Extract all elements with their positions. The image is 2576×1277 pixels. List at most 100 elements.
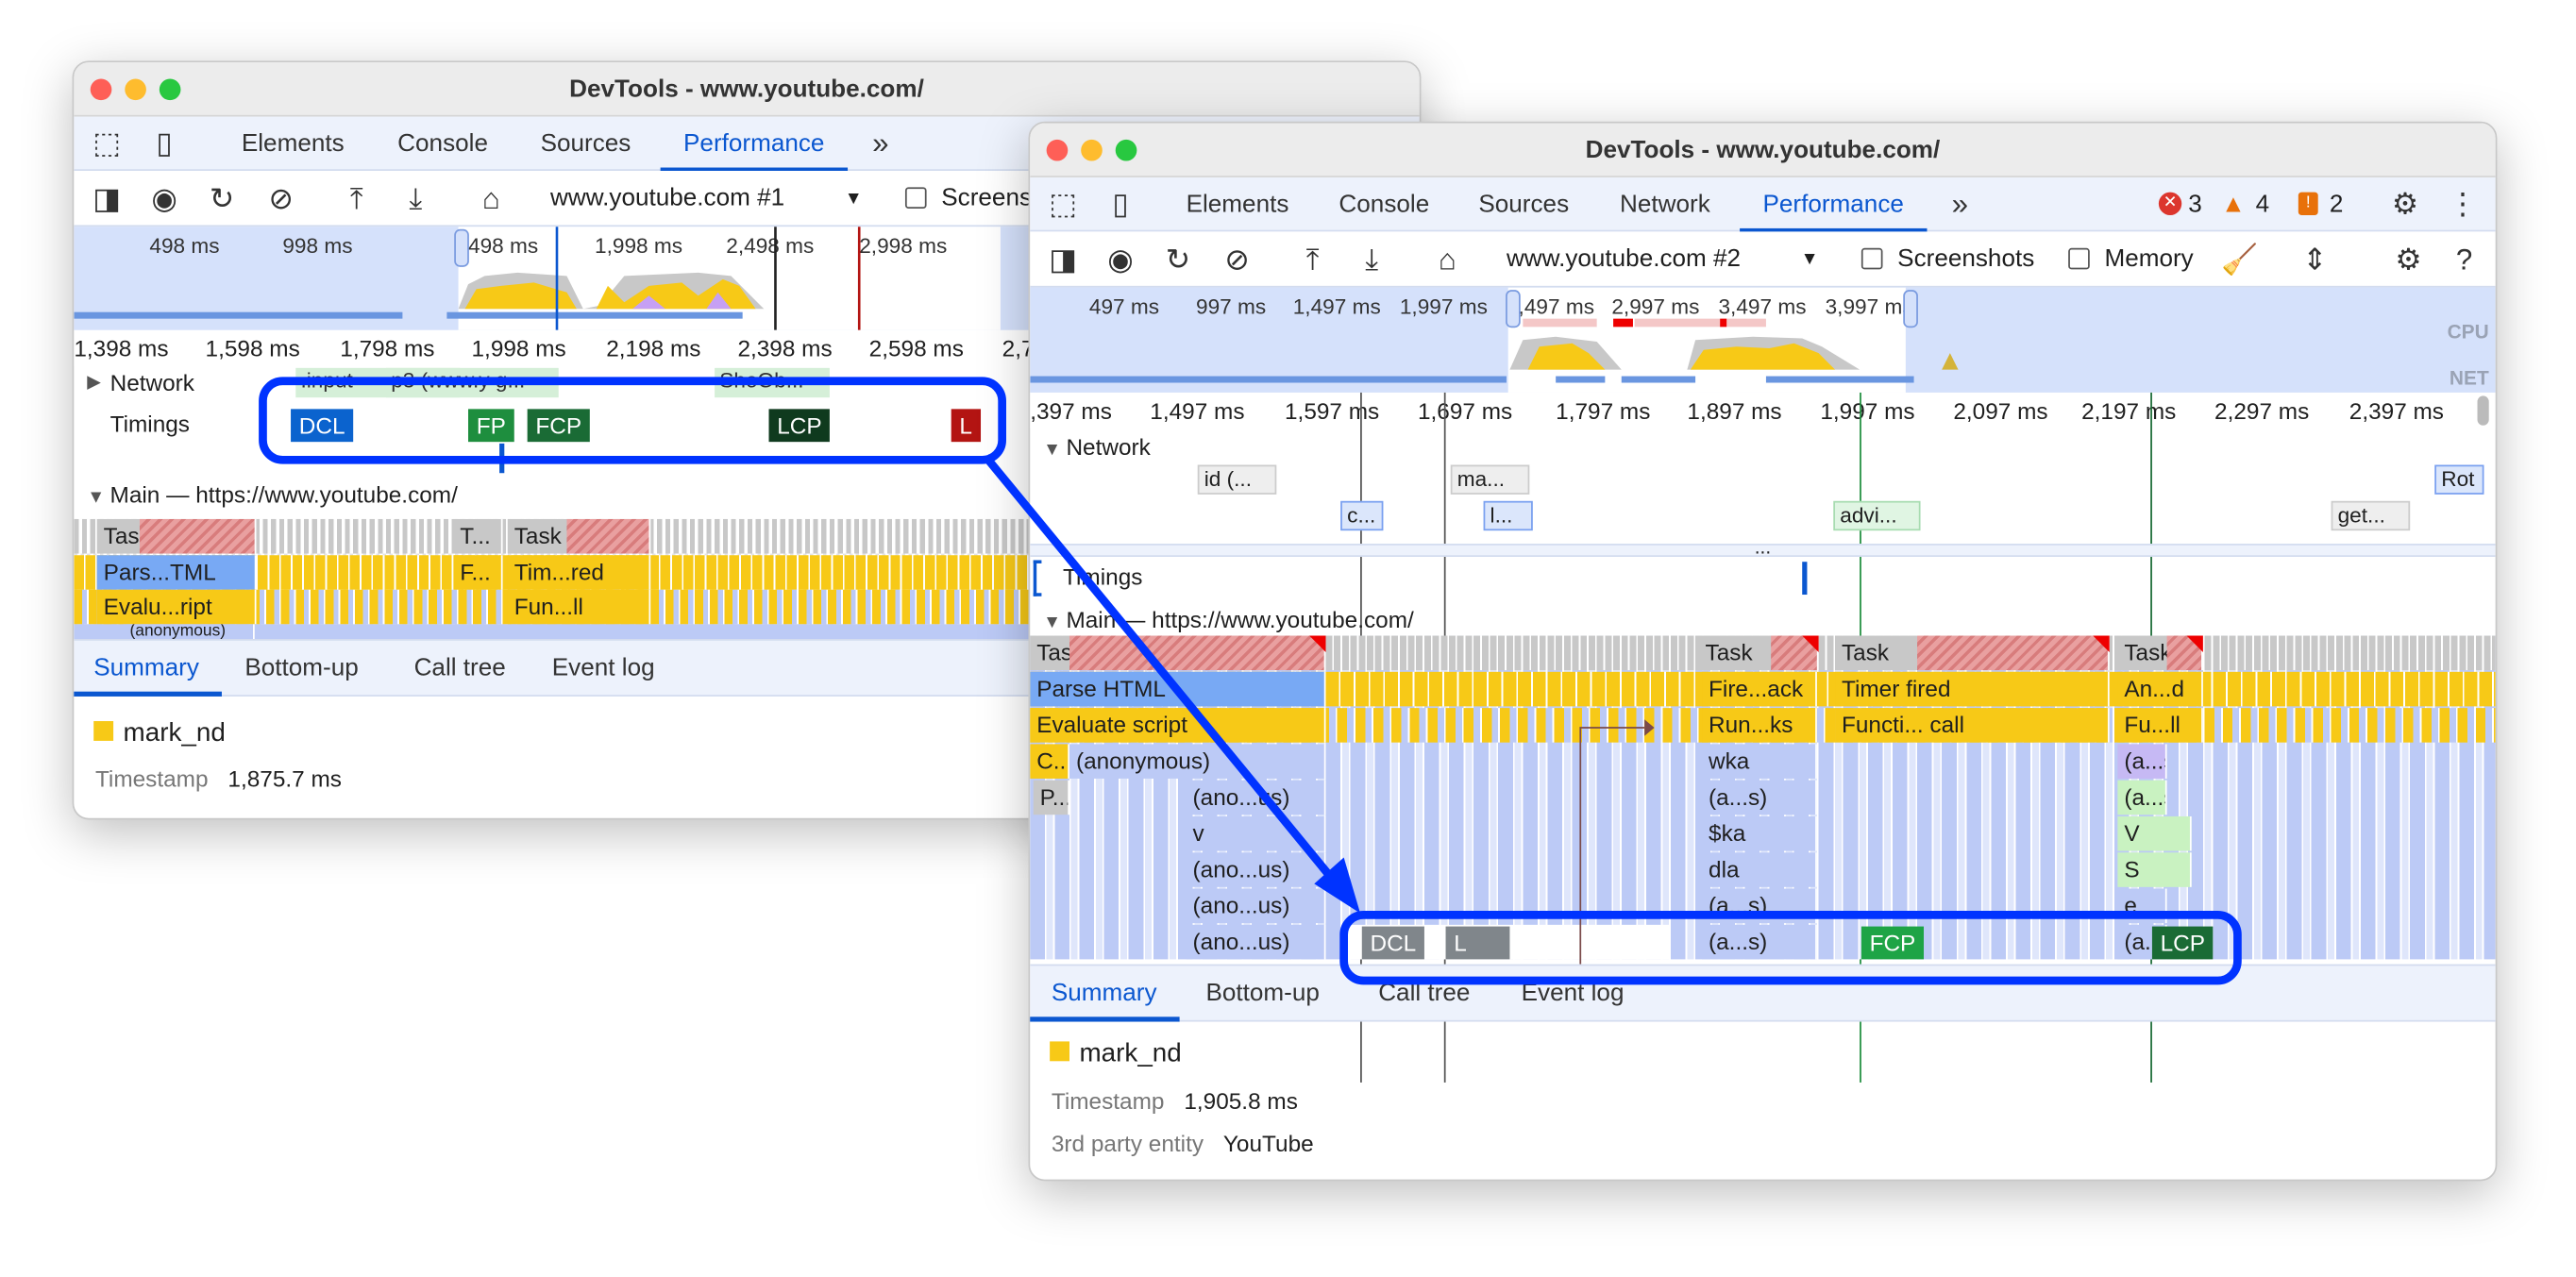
tab-sources[interactable]: Sources <box>540 129 631 159</box>
main-track-header[interactable]: ▼ Main — https://www.youtube.com/ <box>87 481 458 508</box>
flame-entry[interactable]: Fire...ack <box>1702 671 1817 707</box>
network-request[interactable]: id (... <box>1197 464 1277 495</box>
more-tabs-icon[interactable]: » <box>1951 187 1968 221</box>
track-resize-handle[interactable]: ... <box>1030 537 2496 557</box>
flame-entry[interactable]: Functi... call <box>1835 708 2110 743</box>
close-window-button[interactable] <box>1046 139 1069 161</box>
selected-mark[interactable] <box>1802 562 1808 596</box>
flame-entry[interactable]: (anonymous) <box>1069 744 1326 779</box>
flame-entry[interactable]: Fu...ll <box>2117 708 2203 743</box>
network-track[interactable]: ▼ Network id (... ma... Rot c... l... ad… <box>1030 428 2495 544</box>
flame-entry[interactable]: (a...s) <box>2117 744 2167 779</box>
settings-gear-icon[interactable]: ⚙ <box>2391 187 2418 221</box>
garbage-collect-broom-icon[interactable]: 🧹 <box>2221 243 2259 277</box>
flame-entry[interactable]: (a...s) <box>1702 780 1817 815</box>
more-tabs-icon[interactable]: » <box>872 126 889 160</box>
screenshots-checkbox[interactable] <box>904 187 927 210</box>
issues-count[interactable]: 2 <box>2329 190 2344 219</box>
network-request[interactable]: Rot <box>2434 464 2484 495</box>
network-request[interactable]: l... <box>1483 500 1533 531</box>
load-marker[interactable]: L <box>1445 926 1510 960</box>
zoom-window-button[interactable] <box>159 78 181 101</box>
device-toolbar-icon[interactable]: ▯ <box>156 126 173 160</box>
home-icon[interactable]: ⌂ <box>1438 243 1456 277</box>
tab-network[interactable]: Network <box>1620 190 1710 219</box>
inspect-element-icon[interactable]: ⬚ <box>93 126 121 160</box>
network-request[interactable]: advi... <box>1833 500 1921 531</box>
minimize-window-button[interactable] <box>1081 139 1103 161</box>
flame-entry[interactable]: Timer fired <box>1835 671 2110 707</box>
tab-call-tree[interactable]: Call tree <box>413 653 506 682</box>
flame-entry[interactable]: Fun...ll <box>507 589 651 625</box>
fp-marker[interactable]: FP <box>468 409 514 443</box>
flame-entry[interactable]: S <box>2117 852 2192 887</box>
timings-track[interactable]: Timings DCL FP FCP LCP L <box>74 402 1419 478</box>
flame-entry[interactable]: Evaluate script <box>1030 708 1326 743</box>
collapse-triangle-icon[interactable]: ▼ <box>1043 613 1067 633</box>
tab-elements[interactable]: Elements <box>241 129 345 159</box>
screenshots-checkbox[interactable] <box>1860 247 1883 270</box>
flame-entry[interactable]: (a...s) <box>1702 924 1817 960</box>
tab-sources[interactable]: Sources <box>1478 190 1570 219</box>
flame-entry[interactable]: (ano...us) <box>1186 852 1326 887</box>
tab-bottom-up[interactable]: Bottom-up <box>244 653 359 682</box>
flame-entry[interactable]: $ka <box>1702 815 1817 851</box>
tab-console[interactable]: Console <box>1339 190 1430 219</box>
network-request[interactable]: ma... <box>1450 464 1530 495</box>
download-icon[interactable]: ⤓ <box>409 182 423 215</box>
flame-entry[interactable]: Evalu...ript <box>96 589 257 625</box>
clear-icon[interactable]: ⊘ <box>1224 243 1250 277</box>
lcp-marker[interactable]: LCP <box>768 409 831 443</box>
warning-icon[interactable]: ▲ <box>2221 190 2246 219</box>
tab-summary[interactable]: Summary <box>74 641 223 697</box>
dcl-marker[interactable]: DCL <box>291 409 354 443</box>
flame-entry[interactable]: wka <box>1702 744 1817 779</box>
collapse-triangle-icon[interactable]: ▼ <box>87 487 110 508</box>
lcp-marker[interactable]: LCP <box>2151 926 2214 960</box>
tab-summary[interactable]: Summary <box>1030 966 1181 1022</box>
fcp-marker[interactable]: FCP <box>527 409 590 443</box>
flame-entry[interactable]: Pars...TML <box>96 555 257 590</box>
flame-entry[interactable]: (ano...us) <box>1186 888 1326 924</box>
flame-entry[interactable]: F... <box>453 555 503 590</box>
home-icon[interactable]: ⌂ <box>481 182 500 215</box>
flame-entry[interactable]: P... <box>1033 780 1070 815</box>
reload-record-icon[interactable]: ↻ <box>209 182 235 215</box>
tab-elements[interactable]: Elements <box>1186 190 1289 219</box>
flame-entry[interactable]: dla <box>1702 852 1817 887</box>
error-icon[interactable]: ✕ <box>2158 192 2182 215</box>
flame-task[interactable]: T... <box>453 518 503 554</box>
inspect-element-icon[interactable]: ⬚ <box>1049 187 1077 221</box>
flame-chart[interactable]: Task Task Task Task Parse HTML Fire...ac… <box>1030 635 2496 965</box>
sidebar-toggle-icon[interactable]: ◨ <box>1049 243 1077 277</box>
sidebar-toggle-icon[interactable]: ◨ <box>93 182 121 215</box>
upload-icon[interactable]: ⤒ <box>1305 243 1320 277</box>
minimize-window-button[interactable] <box>125 78 146 101</box>
tab-performance[interactable]: Performance <box>660 117 848 173</box>
warning-count[interactable]: 4 <box>2255 190 2270 219</box>
flame-entry[interactable]: (ano...us) <box>1186 924 1326 960</box>
flame-entry[interactable]: (anonymous) <box>123 624 255 640</box>
collapse-triangle-icon[interactable]: ▼ <box>1043 440 1067 461</box>
zoom-window-button[interactable] <box>1115 139 1137 161</box>
recording-select[interactable]: www.youtube.com #1 ▼ <box>550 171 863 227</box>
scrollbar-thumb[interactable] <box>2477 395 2489 426</box>
record-icon[interactable]: ◉ <box>1107 243 1134 277</box>
flame-entry[interactable]: Parse HTML <box>1030 671 1326 707</box>
more-options-icon[interactable]: ⋮ <box>2448 187 2478 221</box>
collapse-tracks-icon[interactable]: ⇕ <box>2302 243 2328 277</box>
issues-icon[interactable]: ! <box>2298 192 2318 215</box>
recording-select[interactable]: www.youtube.com #2 ▼ <box>1507 231 1819 287</box>
upload-icon[interactable]: ⤒ <box>349 182 363 215</box>
flame-entry[interactable]: Run...ks <box>1702 708 1817 743</box>
network-request[interactable]: get... <box>2331 500 2411 531</box>
flame-entry[interactable]: (ano...us) <box>1186 780 1326 815</box>
tab-event-log[interactable]: Event log <box>551 653 655 682</box>
tab-console[interactable]: Console <box>397 129 488 159</box>
load-marker[interactable]: L <box>951 409 981 443</box>
capture-settings-gear-icon[interactable]: ⚙ <box>2395 243 2422 277</box>
tab-bottom-up[interactable]: Bottom-up <box>1205 979 1320 1007</box>
network-track-header[interactable]: ▼ Network <box>1043 433 1151 460</box>
expand-triangle-icon[interactable]: ▶ <box>87 373 101 393</box>
tab-performance[interactable]: Performance <box>1740 177 1928 234</box>
